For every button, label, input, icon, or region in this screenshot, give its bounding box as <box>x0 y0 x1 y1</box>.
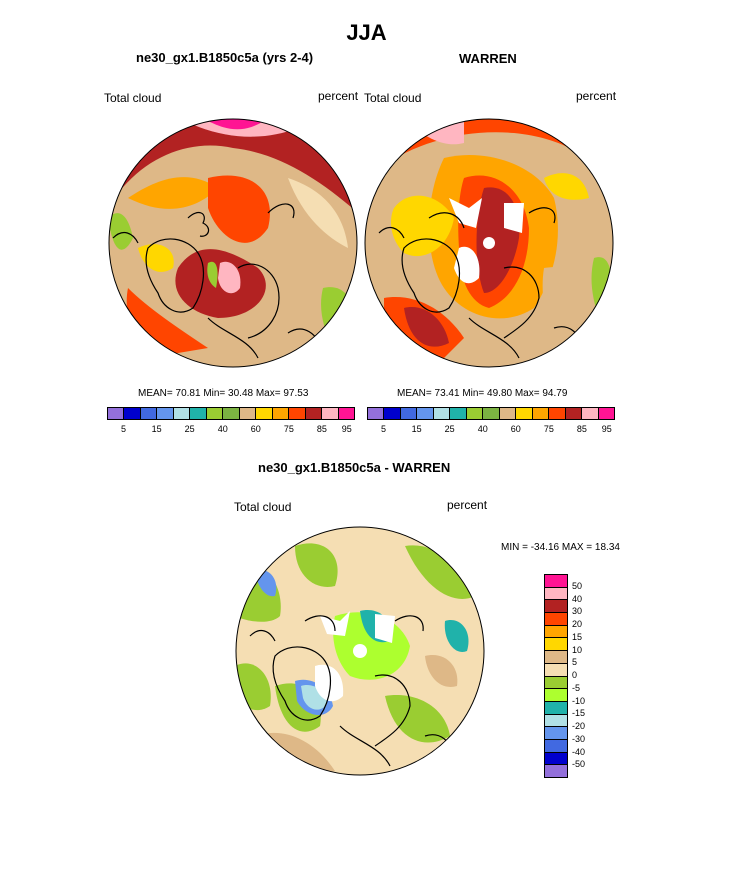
colorbar-swatch <box>545 752 567 766</box>
colorbar-diff <box>544 574 568 778</box>
colorbar-tick-label: 30 <box>572 606 583 617</box>
colorbar-tick-label: 40 <box>217 424 228 434</box>
colorbar-tick-label: -10 <box>572 695 586 706</box>
colorbar-tick-label: 10 <box>572 644 583 655</box>
colorbar-swatch <box>368 408 385 419</box>
colorbar-tick-label: 95 <box>341 424 352 434</box>
colorbar-swatch <box>190 408 207 419</box>
colorbar-model-ticks: 5 15 25 40 60 75 85 95 <box>107 424 355 436</box>
diff-panel-right-label: percent <box>447 498 488 512</box>
colorbar-tick-label: 50 <box>572 580 583 591</box>
colorbar-swatch <box>545 575 567 588</box>
colorbar-swatch <box>598 408 615 419</box>
colorbar-tick-label: -5 <box>572 682 581 693</box>
diff-panel-minmax: MIN = -34.16 MAX = 18.34 <box>501 542 620 553</box>
colorbar-tick-label: 40 <box>477 424 488 434</box>
colorbar-swatch <box>545 663 567 677</box>
colorbar-tick-label: 40 <box>572 593 583 604</box>
colorbar-swatch <box>466 408 484 419</box>
colorbar-swatch <box>545 676 567 690</box>
figure-title: JJA <box>346 20 387 45</box>
colorbar-swatch <box>549 408 566 419</box>
panel-obs-left-label: Total cloud <box>364 91 422 105</box>
colorbar-tick-label: 0 <box>572 670 578 680</box>
panel-model-title: ne30_gx1.B1850c5a (yrs 2-4) <box>136 50 314 65</box>
colorbar-tick-label: 5 <box>121 424 127 434</box>
colorbar-swatch <box>384 408 401 419</box>
colorbar-swatch <box>532 408 550 419</box>
panel-model-stats: MEAN= 70.81 Min= 30.48 Max= 97.53 <box>138 388 309 399</box>
colorbar-swatch <box>545 651 567 664</box>
colorbar-tick-label: 25 <box>184 424 195 434</box>
colorbar-swatch <box>157 408 174 419</box>
colorbar-swatch <box>545 638 567 652</box>
colorbar-swatch <box>108 408 125 419</box>
colorbar-swatch <box>417 408 434 419</box>
colorbar-tick-label: 60 <box>510 424 521 434</box>
colorbar-tick-label: -20 <box>572 721 586 731</box>
colorbar-swatch <box>433 408 451 419</box>
colorbar-swatch <box>322 408 339 419</box>
colorbar-model <box>107 407 355 420</box>
colorbar-tick-label: 5 <box>381 424 387 434</box>
colorbar-swatch <box>545 765 567 777</box>
colorbar-swatch <box>545 625 567 639</box>
colorbar-swatch <box>545 689 567 702</box>
colorbar-swatch <box>272 408 290 419</box>
polar-map-obs <box>364 118 614 368</box>
colorbar-swatch <box>565 408 583 419</box>
colorbar-tick-label: 85 <box>316 424 327 434</box>
colorbar-swatch <box>483 408 500 419</box>
colorbar-swatch <box>140 408 158 419</box>
colorbar-tick-label: 15 <box>572 631 583 642</box>
colorbar-swatch <box>124 408 141 419</box>
colorbar-swatch <box>256 408 273 419</box>
colorbar-swatch <box>545 613 567 626</box>
panel-model-right-label: percent <box>318 89 359 103</box>
colorbar-tick-label: -40 <box>572 746 586 757</box>
colorbar-swatch <box>338 408 355 419</box>
polar-map-model <box>108 118 358 368</box>
colorbar-swatch <box>545 587 567 601</box>
diff-panel-title: ne30_gx1.B1850c5a - WARREN <box>258 460 451 475</box>
colorbar-swatch <box>545 701 567 715</box>
colorbar-tick-label: 15 <box>411 424 422 434</box>
colorbar-tick-label: -30 <box>572 733 586 744</box>
diff-panel-left-label: Total cloud <box>234 500 292 514</box>
colorbar-tick-label: 15 <box>151 424 162 434</box>
colorbar-diff-ticks: 50 40 30 20 15 10 5 0 -5 -10 -15 -20 -30 -40 -50 <box>572 574 602 778</box>
colorbar-tick-label: -50 <box>572 759 586 770</box>
colorbar-swatch <box>305 408 323 419</box>
panel-obs-stats: MEAN= 73.41 Min= 49.80 Max= 94.79 <box>397 388 568 399</box>
panel-obs-right-label: percent <box>576 89 617 103</box>
colorbar-tick-label: 60 <box>250 424 261 434</box>
colorbar-swatch <box>545 739 567 753</box>
colorbar-swatch <box>499 408 517 419</box>
panel-obs-title: WARREN <box>459 51 517 66</box>
colorbar-swatch <box>545 600 567 614</box>
colorbar-tick-label: -15 <box>572 708 586 719</box>
colorbar-swatch <box>545 714 567 728</box>
colorbar-swatch <box>289 408 306 419</box>
colorbar-obs-ticks: 5 15 25 40 60 75 85 95 <box>367 424 615 436</box>
colorbar-swatch <box>173 408 191 419</box>
polar-map-diff <box>235 526 485 776</box>
colorbar-obs <box>367 407 615 420</box>
colorbar-swatch <box>239 408 257 419</box>
colorbar-swatch <box>400 408 418 419</box>
colorbar-tick-label: 20 <box>572 619 583 629</box>
colorbar-swatch <box>450 408 467 419</box>
panel-model-left-label: Total cloud <box>104 91 162 105</box>
colorbar-swatch <box>545 727 567 740</box>
colorbar-tick-label: 5 <box>572 657 578 668</box>
colorbar-swatch <box>223 408 240 419</box>
colorbar-swatch <box>516 408 533 419</box>
colorbar-tick-label: 75 <box>283 424 294 434</box>
colorbar-swatch <box>206 408 224 419</box>
colorbar-tick-label: 75 <box>543 424 554 434</box>
colorbar-tick-label: 85 <box>576 424 587 434</box>
colorbar-swatch <box>582 408 599 419</box>
colorbar-tick-label: 25 <box>444 424 455 434</box>
colorbar-tick-label: 95 <box>601 424 612 434</box>
